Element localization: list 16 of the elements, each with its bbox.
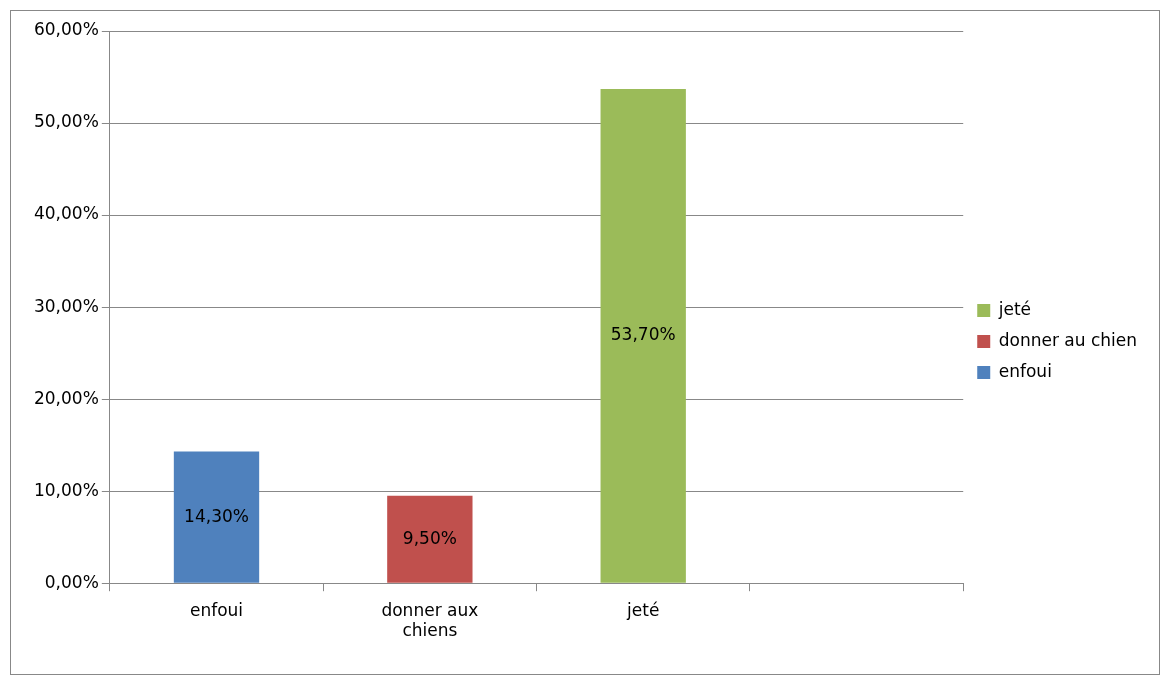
legend-label: enfoui bbox=[998, 360, 1052, 381]
x-tick-label: enfoui bbox=[189, 599, 244, 620]
y-tick-label: 30,00% bbox=[33, 295, 99, 316]
y-tick-label: 60,00% bbox=[33, 19, 99, 40]
legend-label: jeté bbox=[997, 298, 1032, 319]
data-label: 53,70% bbox=[610, 324, 676, 345]
y-tick-label: 40,00% bbox=[33, 203, 99, 224]
y-tick-label: 10,00% bbox=[33, 479, 99, 500]
legend-label: donner au chien bbox=[998, 329, 1138, 350]
y-tick-label: 0,00% bbox=[44, 571, 99, 592]
x-tick-label: jeté bbox=[626, 599, 660, 620]
data-label: 9,50% bbox=[402, 527, 457, 548]
y-tick-label: 50,00% bbox=[33, 111, 99, 132]
y-tick-label: 20,00% bbox=[33, 387, 99, 408]
data-label: 14,30% bbox=[184, 505, 249, 526]
x-tick-label: donner aux chiens bbox=[381, 599, 479, 641]
